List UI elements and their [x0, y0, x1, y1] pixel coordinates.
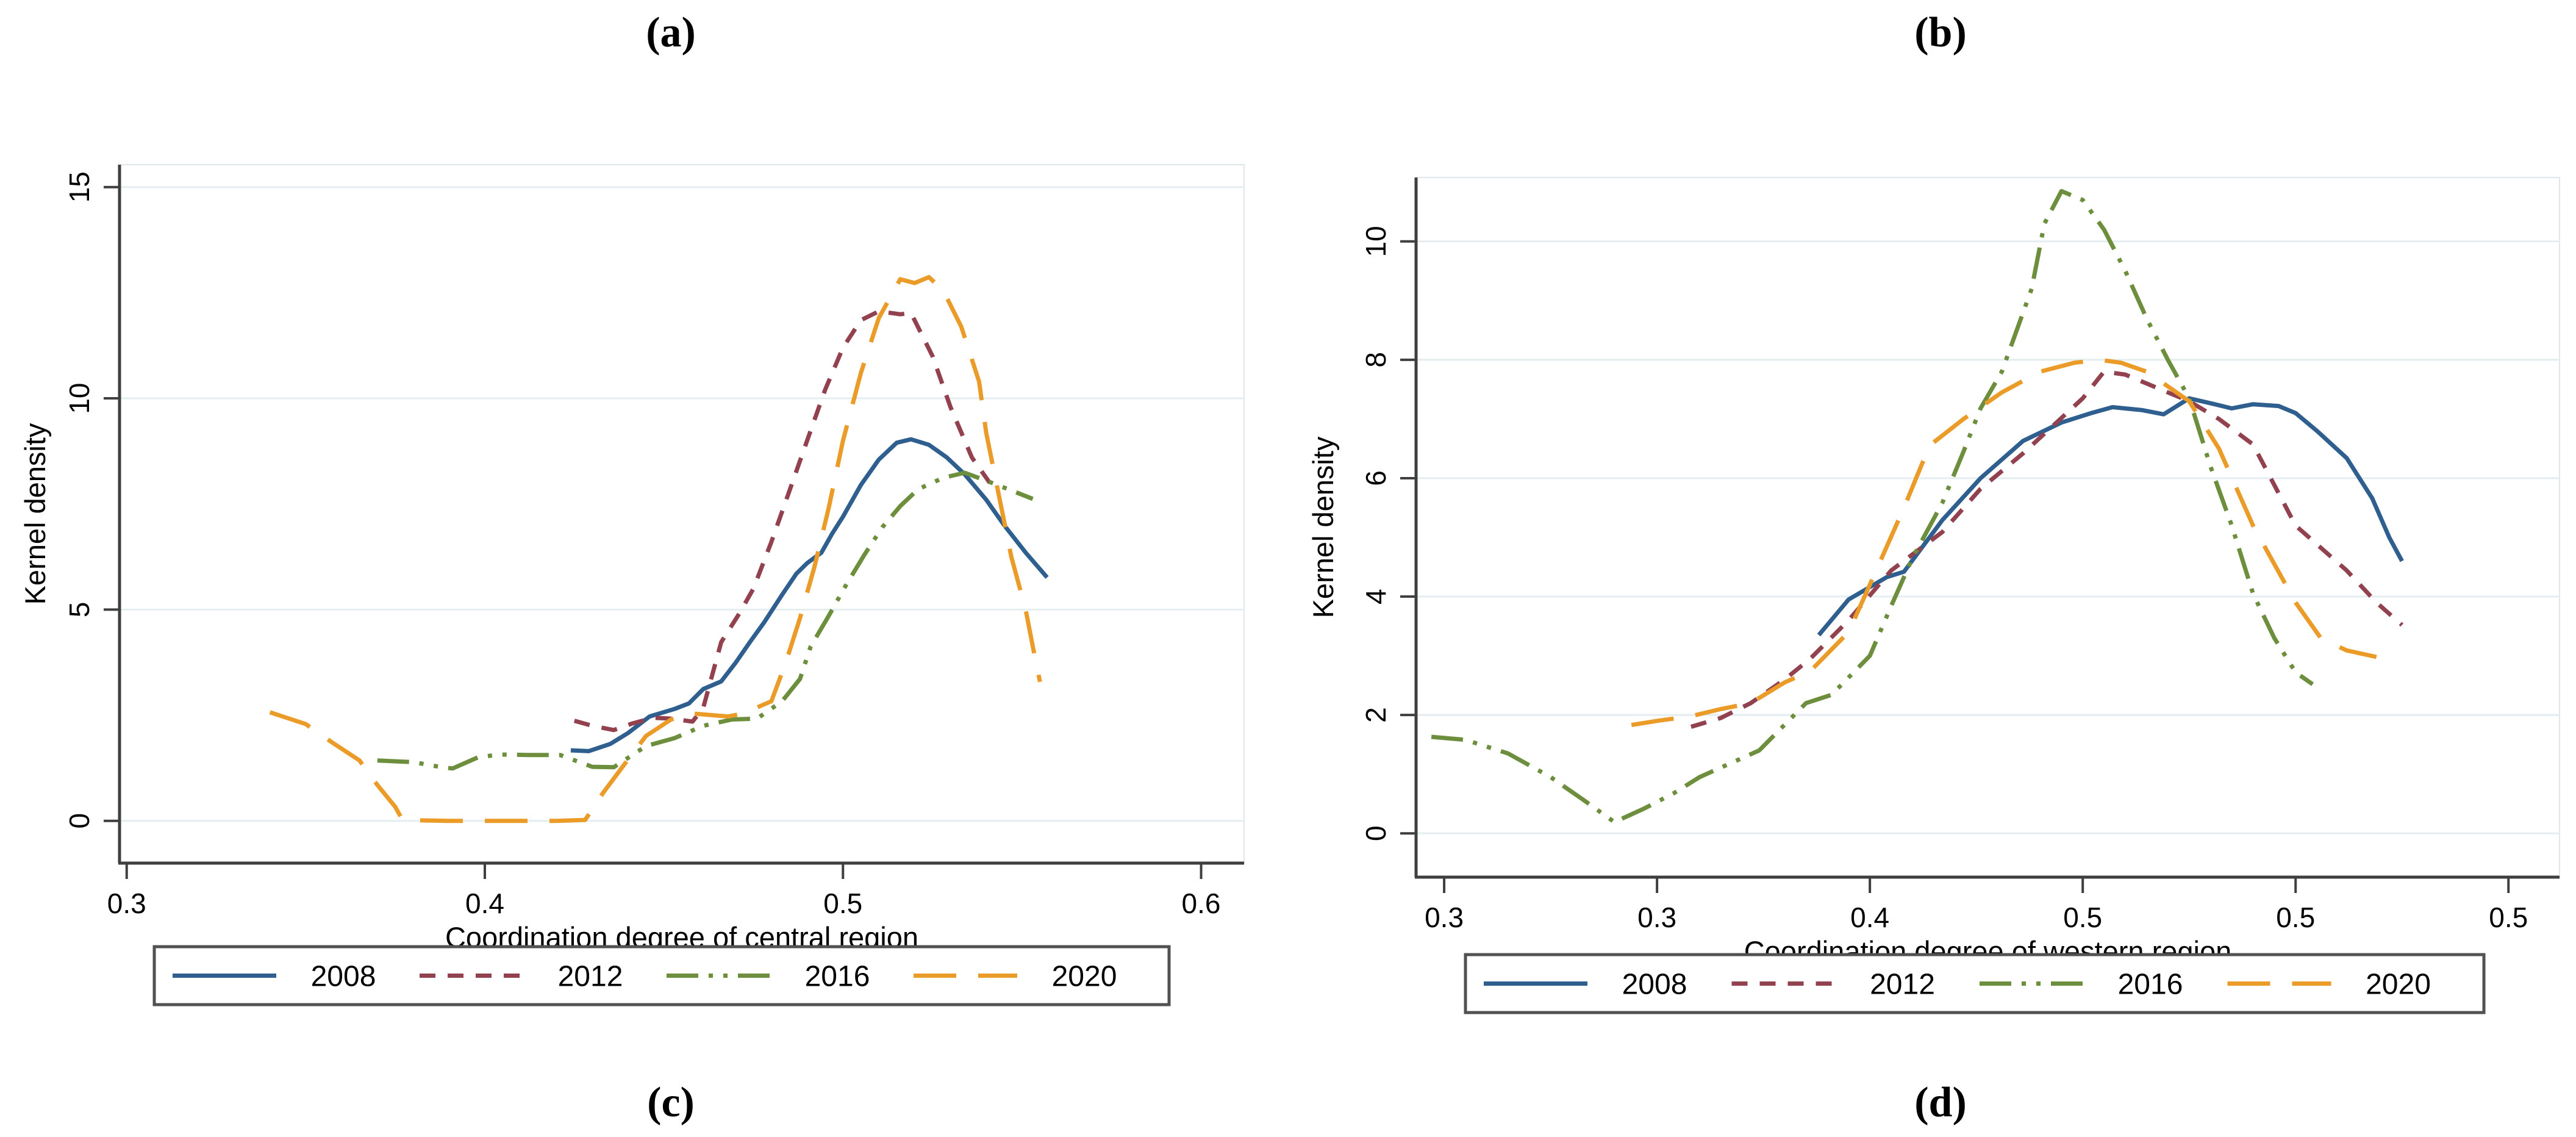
y-tick-label: 6 — [1360, 470, 1392, 486]
panel-label-a: (a) — [646, 9, 696, 56]
series-line-2020 — [269, 274, 1042, 823]
series-line-2012 — [1690, 369, 2404, 729]
y-tick-label: 0 — [1360, 825, 1392, 841]
series-line-2020 — [1631, 357, 2377, 728]
legend-label-2008: 2008 — [1622, 969, 1687, 1001]
y-tick-label: 0 — [63, 813, 95, 829]
y-axis-title: Kernel density — [19, 423, 51, 604]
plot-region-border — [1415, 177, 2560, 878]
x-tick-label: 0.5 — [2063, 902, 2102, 933]
legend-label-2012: 2012 — [558, 961, 623, 993]
x-tick-label: 0.5 — [2489, 902, 2528, 933]
x-tick-label: 0.5 — [823, 888, 862, 919]
x-tick-label: 0.3 — [107, 888, 146, 919]
legend-label-2016: 2016 — [2118, 969, 2183, 1001]
panel-label-c: (c) — [647, 1079, 695, 1126]
panel-label-b: (b) — [1914, 9, 1967, 56]
y-tick-label: 5 — [63, 602, 95, 618]
x-tick-label: 0.3 — [1637, 902, 1676, 933]
x-tick-label: 0.3 — [1425, 902, 1464, 933]
series-line-2016 — [1431, 188, 2314, 825]
y-axis-title: Kernel density — [1307, 436, 1339, 618]
series-line-2012 — [573, 309, 992, 733]
y-tick-label: 15 — [63, 171, 95, 203]
legend-label-2008: 2008 — [311, 961, 376, 993]
series-line-2008 — [1817, 396, 2404, 637]
panel-label-d: (d) — [1914, 1079, 1967, 1126]
legend-label-2020: 2020 — [1052, 961, 1117, 993]
series-line-2016 — [377, 470, 1034, 771]
x-tick-label: 0.4 — [1850, 902, 1889, 933]
legend-label-2016: 2016 — [805, 961, 870, 993]
x-tick-label: 0.6 — [1182, 888, 1221, 919]
plot-region-border — [119, 164, 1245, 864]
y-tick-label: 8 — [1360, 352, 1392, 368]
legend-label-2012: 2012 — [1870, 969, 1935, 1001]
x-tick-label: 0.4 — [465, 888, 504, 919]
series-line-2008 — [570, 437, 1049, 753]
y-tick-label: 4 — [1360, 589, 1392, 604]
x-tick-label: 0.5 — [2276, 902, 2315, 933]
y-tick-label: 2 — [1360, 707, 1392, 723]
y-tick-label: 10 — [63, 382, 95, 414]
legend-label-2020: 2020 — [2366, 969, 2431, 1001]
y-tick-label: 10 — [1360, 226, 1392, 257]
